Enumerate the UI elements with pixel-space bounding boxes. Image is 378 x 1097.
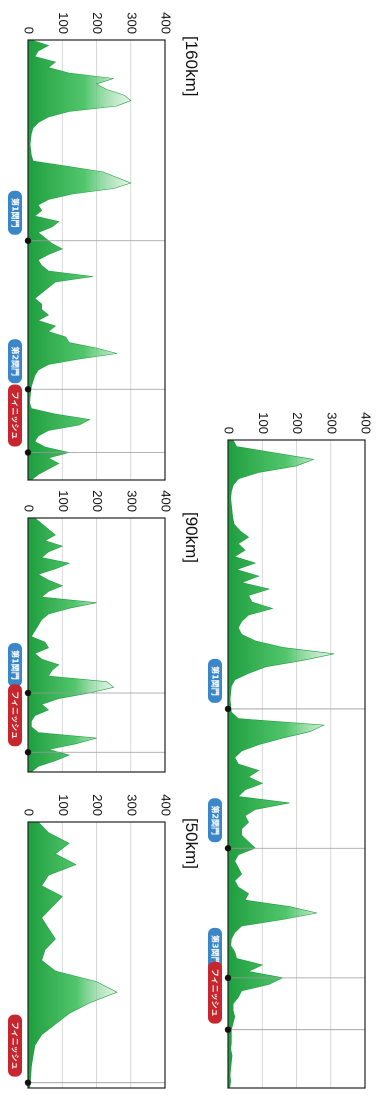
elevation-area <box>27 821 118 1089</box>
checkpoint-label: 第1関門 <box>11 650 21 680</box>
checkpoint-badge: フィニッシュ <box>8 1014 22 1077</box>
plot-frame <box>27 517 166 773</box>
y-tick-label: 400 <box>159 12 174 34</box>
y-tick-label: 300 <box>324 412 339 434</box>
chart-title: [50km] <box>182 818 201 869</box>
y-tick-label: 100 <box>56 12 71 34</box>
chart-title: [90km] <box>182 512 201 563</box>
checkpoint-badge: 第2関門 <box>208 798 222 843</box>
checkpoint-badge: 第1関門 <box>8 190 22 235</box>
checkpoint-badge: 第1関門 <box>8 642 22 687</box>
checkpoint-label: フィニッシュ <box>11 1022 20 1070</box>
checkpoint-label: 第1関門 <box>11 198 21 228</box>
checkpoint-dot <box>224 845 232 852</box>
checkpoint-dot <box>24 237 32 244</box>
chart-title: [160km] <box>182 36 201 96</box>
y-tick-label: 200 <box>90 490 105 512</box>
y-tick-label: 300 <box>124 794 139 816</box>
elevation-area <box>27 39 132 481</box>
checkpoint-dot <box>24 749 32 756</box>
plot-frame <box>227 439 366 1089</box>
y-tick-label: 200 <box>90 12 105 34</box>
y-tick-label: 400 <box>359 412 374 434</box>
checkpoint-badge: フィニッシュ <box>8 684 22 747</box>
checkpoint-dot <box>24 689 32 697</box>
checkpoint-badge: フィニッシュ <box>208 961 222 1024</box>
checkpoint-label: 第2関門 <box>211 805 221 835</box>
checkpoint-badge: フィニッシュ <box>8 384 22 447</box>
y-tick-label: 100 <box>256 412 271 434</box>
y-tick-label: 0 <box>22 809 37 816</box>
y-tick-label: 0 <box>22 27 37 34</box>
y-tick-label: 0 <box>222 427 237 434</box>
y-tick-label: 400 <box>159 794 174 816</box>
y-tick-label: 100 <box>56 490 71 512</box>
checkpoint-label: 第3関門 <box>211 935 221 965</box>
chart-c50: 0 100 200 300 400 [50km] フィニッシュ <box>8 794 201 1089</box>
plot-frame <box>27 39 166 481</box>
checkpoint-label: フィニッシュ <box>11 392 20 440</box>
elevation-area <box>227 439 335 1089</box>
y-tick-label: 300 <box>124 12 139 34</box>
y-tick-label: 100 <box>56 794 71 816</box>
y-tick-label: 200 <box>290 412 305 434</box>
y-tick-label: 0 <box>22 505 37 512</box>
checkpoint-dot <box>224 705 232 713</box>
y-tick-label: 300 <box>124 490 139 512</box>
checkpoint-label: 第1関門 <box>211 666 221 696</box>
checkpoint-dot <box>24 449 32 456</box>
checkpoint-dot <box>224 974 232 982</box>
checkpoint-badge: 第3関門 <box>208 927 222 972</box>
checkpoint-badge: 第1関門 <box>208 658 222 703</box>
plot-frame <box>27 821 166 1089</box>
checkpoint-dot <box>224 1026 232 1033</box>
checkpoint-label: 第2関門 <box>11 346 21 376</box>
checkpoint-label: フィニッシュ <box>11 691 20 739</box>
checkpoint-label: フィニッシュ <box>211 969 220 1017</box>
y-tick-label: 200 <box>90 794 105 816</box>
checkpoint-dot <box>24 386 32 393</box>
checkpoint-dot <box>24 1079 32 1086</box>
y-tick-label: 400 <box>159 490 174 512</box>
checkpoint-badge: 第2関門 <box>8 339 22 384</box>
elevation-area <box>27 517 115 773</box>
